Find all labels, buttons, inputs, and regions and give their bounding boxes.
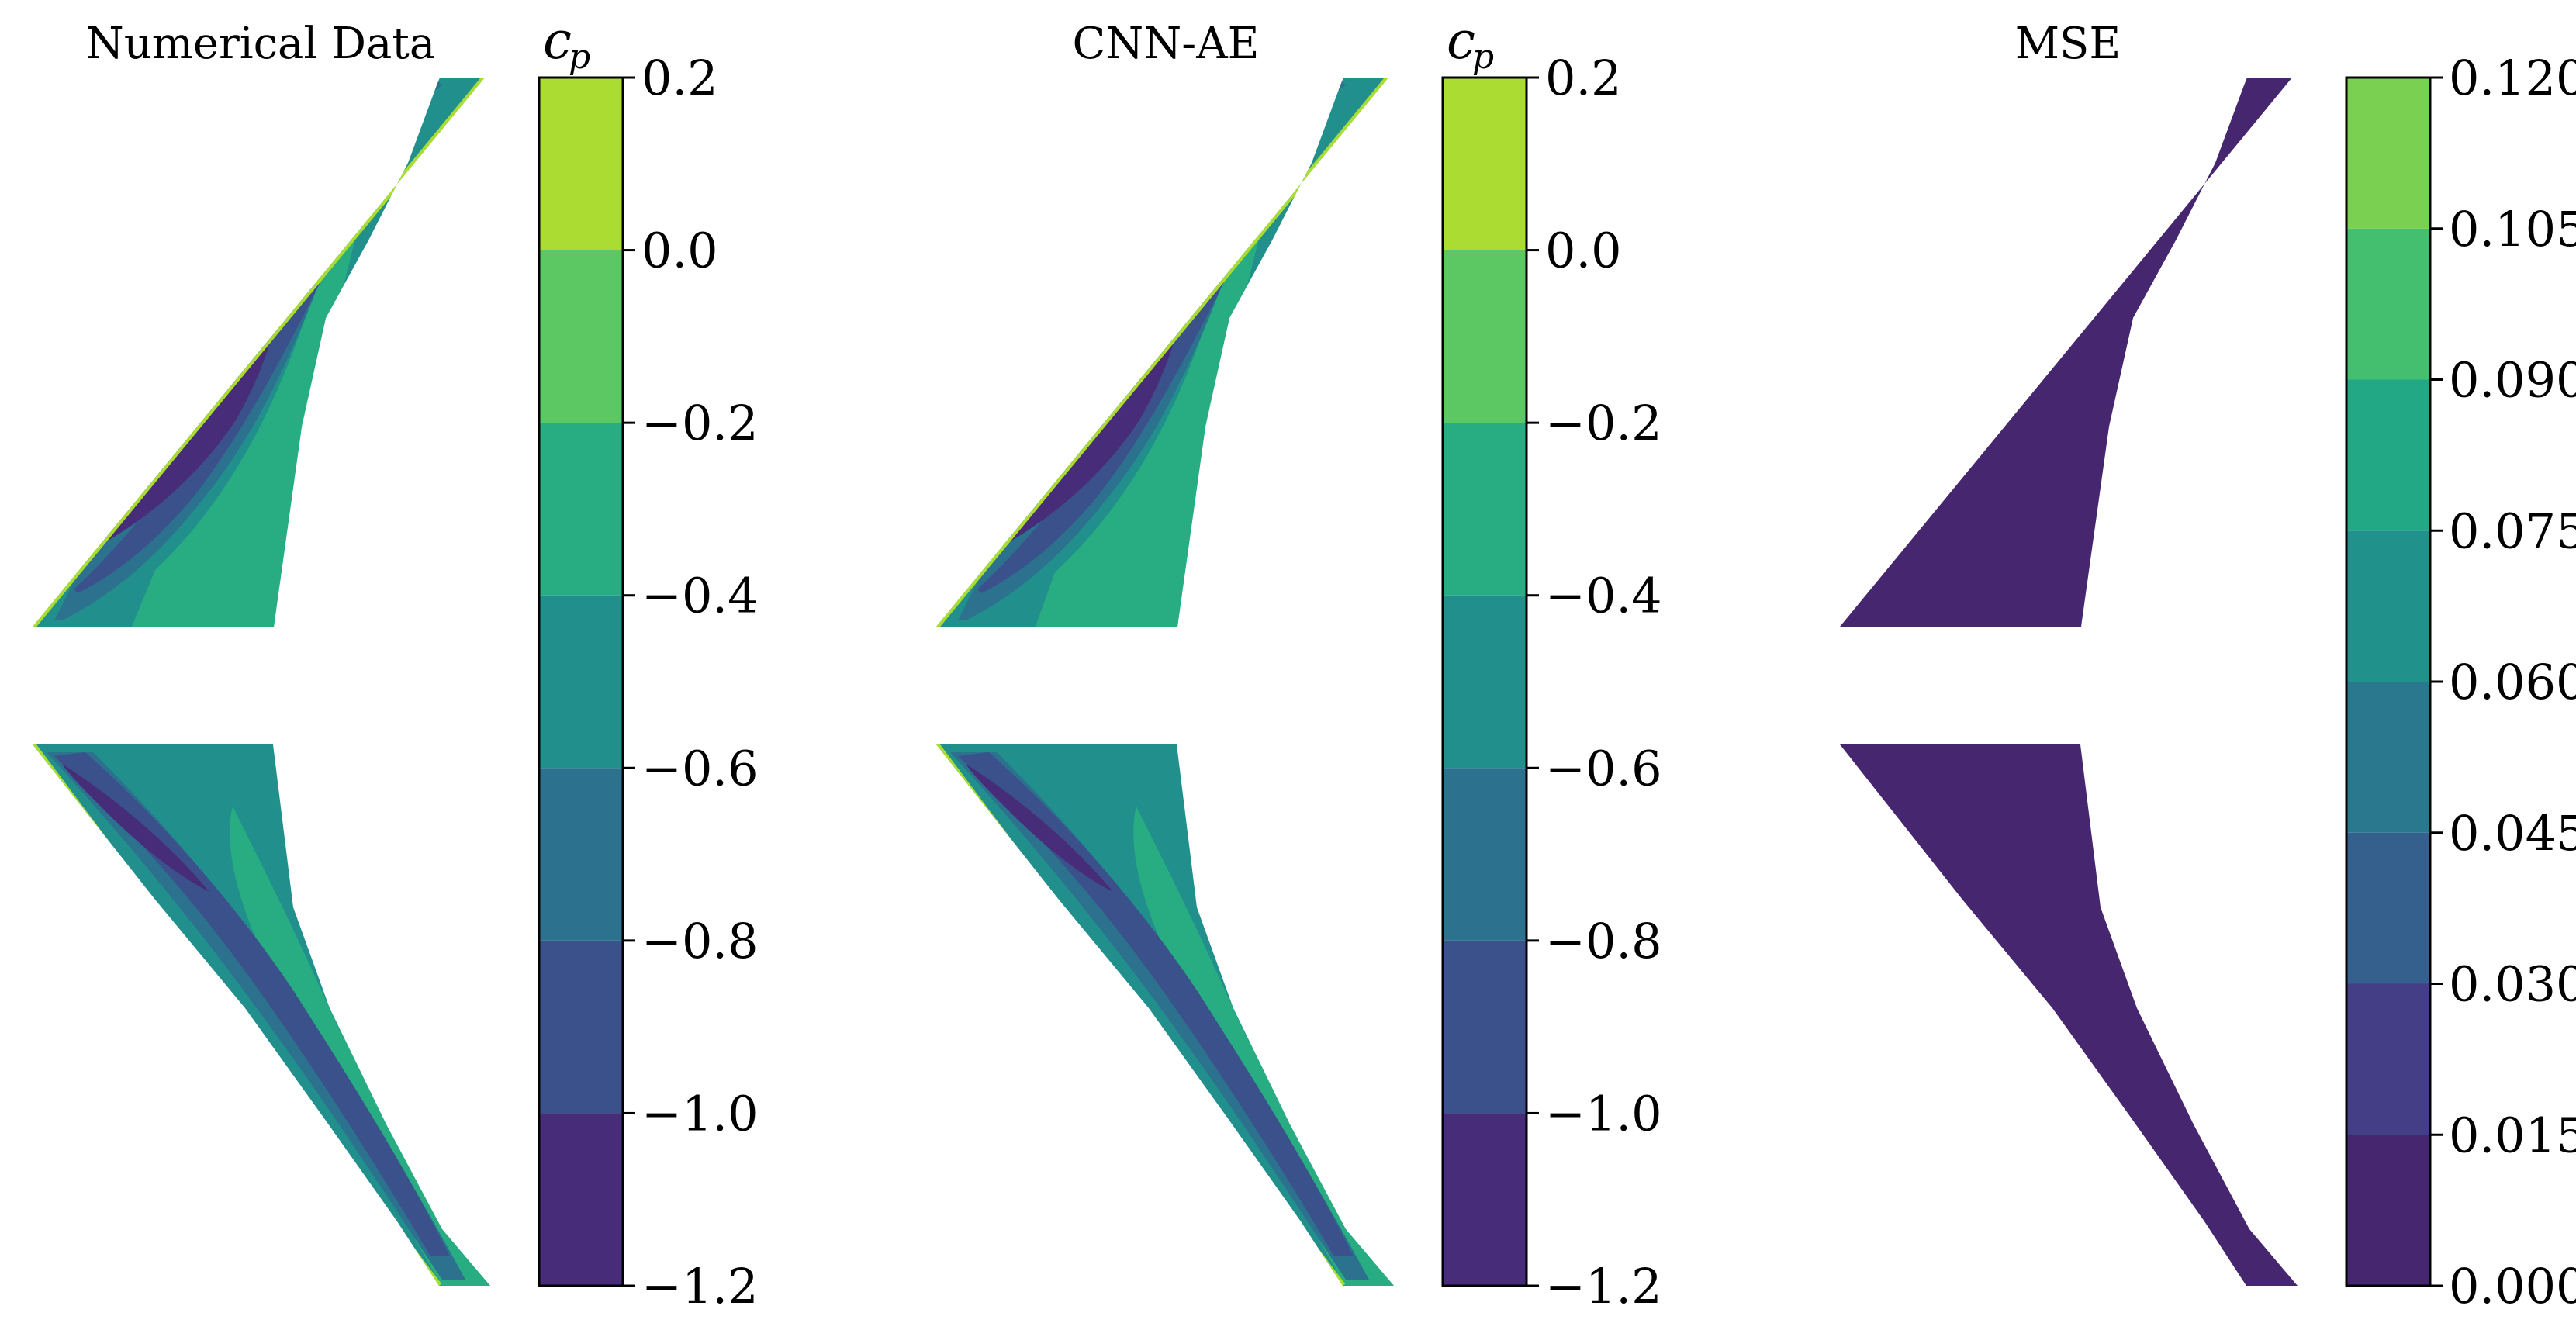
colorbar-tick-label: −0.6 [1545,740,1662,796]
colorbar-band [2346,379,2430,531]
colorbar-band [539,595,623,769]
colorbar-label: c [1447,11,1475,71]
colorbar-band [1443,940,1527,1114]
colorbar-band [1443,78,1527,250]
colorbar-tick-label: −0.8 [1545,913,1662,969]
colorbar-tick-label: 0.0 [641,223,718,279]
colorbar-band [2346,78,2430,229]
colorbar-cp: −1.2 −1.0 −0.8 −0.6 −0.4 −0.2 0.0 0.2 [1441,50,1662,1314]
upper-contour-darkest [89,256,282,547]
colorbar-tick-label: 0.090 [2449,352,2576,409]
colorbar-tick-label: 0.0 [1545,223,1622,279]
colorbar-tick-label: −1.0 [641,1085,759,1142]
panel-title: Numerical Data [86,19,436,69]
colorbar-tick-label: 0.2 [1545,50,1622,106]
colorbar-band [1443,423,1527,596]
panel-numerical-data: Numerical Data −1.2 −1.0 −0.8 −0.6 −0.4 −0.2 0… [33,11,759,1314]
colorbar-tick-label: 0.120 [2449,50,2576,106]
colorbar-band [2346,530,2430,682]
colorbar-frame [538,76,624,1287]
colorbar-tick-label: 0.060 [2449,654,2576,710]
colorbar-tick-label: 0.075 [2449,503,2576,559]
upper-contour-darkest [993,256,1185,547]
colorbar-tick-label: 0.015 [2449,1107,2576,1163]
upper-leading-edge [33,78,485,627]
colorbar-tick-label: 0.030 [2449,956,2576,1013]
colorbar-tick-label: 0.045 [2449,805,2576,862]
lower-wing-field [936,744,1394,1286]
colorbar-band [2346,983,2430,1135]
upper-wing-error-field [1840,78,2292,627]
panel-cnn-ae: CNN-AE −1.2−1.0−0.8−0.6−0.4−0.20.00.2 c … [936,11,1662,1314]
colorbar-band [2346,832,2430,984]
colorbar-tick-label: 0.2 [641,50,718,106]
upper-wing-field [936,78,1388,627]
colorbar-tick-label: 0.000 [2449,1258,2576,1314]
colorbar-band [539,768,623,941]
colorbar-band [1443,250,1527,423]
colorbar-band [539,940,623,1114]
lower-contour-blue [54,752,450,1256]
colorbar-band [1443,595,1527,769]
colorbar-band [1443,1113,1527,1286]
colorbar-tick-label: −1.2 [1545,1258,1662,1314]
lower-contour-dark-teal [950,752,1369,1280]
lower-contour-dark-teal [47,752,465,1280]
panel-title: MSE [2015,19,2121,69]
colorbar-band [539,78,623,250]
colorbar-label-subscript: p [1472,37,1494,77]
colorbar-tick-label: −0.4 [641,568,759,624]
lower-contour-darkest [62,764,209,892]
lower-wing-error-field [1840,744,2298,1286]
colorbar-band [2346,228,2430,380]
colorbar-cp: −1.2 −1.0 −0.8 −0.6 −0.4 −0.2 0.0 0.2 [538,50,759,1314]
lower-wing-field [33,744,490,1286]
colorbar-band [539,423,623,596]
colorbar-tick-label: −1.2 [641,1258,759,1314]
colorbar-label-subscript: p [569,37,590,77]
upper-wing-field [33,78,485,627]
colorbar-tick-label: −1.0 [1545,1085,1662,1142]
colorbar-frame [1441,76,1528,1287]
lower-contour-blue [958,752,1354,1256]
colorbar-mse: 0.000 0.015 0.030 0.045 0.060 0.075 0.090 0.105… [2345,50,2576,1314]
lower-contour-darkest [966,764,1113,892]
upper-contour-teal [1036,124,1326,627]
panel-title: CNN-AE [1072,19,1259,69]
colorbar-band [539,1113,623,1286]
upper-contour-teal [132,124,423,627]
colorbar-band [2346,1135,2430,1286]
colorbar-tick-label: −0.6 [641,740,759,796]
colorbar-tick-label: −0.8 [641,913,759,969]
colorbar-tick-label: −0.2 [641,395,759,451]
colorbar-band [539,250,623,423]
colorbar-band [1443,768,1527,941]
colorbar-tick-label: −0.2 [1545,395,1662,451]
panel-mse: MSE 0.0000.0150.0300.0450.0600.0750.0900… [1840,19,2576,1314]
colorbar-label: c [543,11,572,71]
colorbar-tick-label: −0.4 [1545,568,1662,624]
colorbar-tick-label: 0.105 [2449,201,2576,257]
colorbar-band [2346,682,2430,833]
